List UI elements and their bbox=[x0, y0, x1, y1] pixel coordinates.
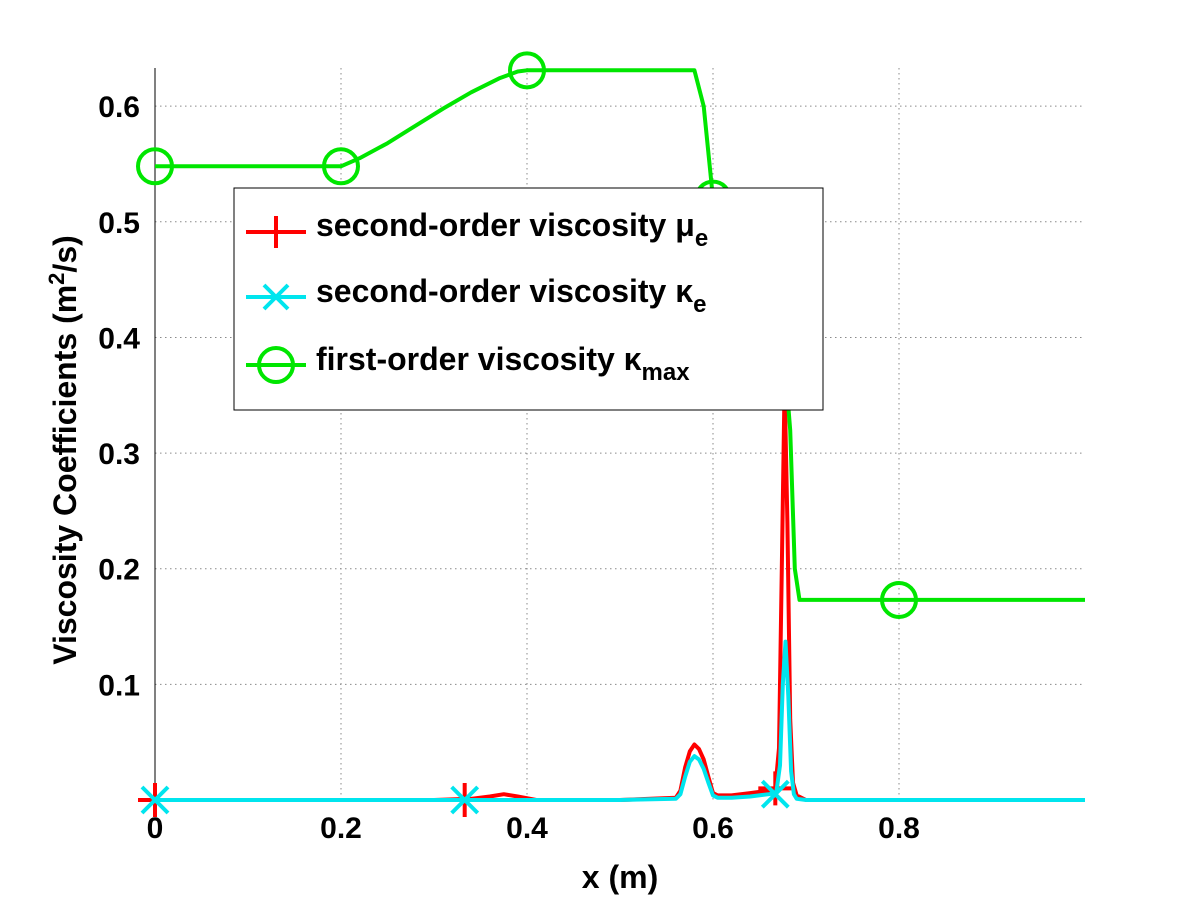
y-axis-label-main: Viscosity Coefficients (m bbox=[47, 285, 83, 665]
y-axis-label: Viscosity Coefficients (m2/s) bbox=[44, 235, 83, 665]
series-line-1 bbox=[155, 639, 1085, 802]
y-tick-label: 0.1 bbox=[98, 669, 140, 702]
legend-label: second-order viscosity μe bbox=[316, 207, 708, 252]
series-lines bbox=[136, 51, 1085, 817]
x-tick-label: 0 bbox=[147, 812, 164, 845]
x-tick-label: 0.4 bbox=[506, 812, 548, 845]
x-marker bbox=[450, 785, 480, 815]
x-marker bbox=[760, 779, 790, 809]
y-axis-label-sup: 2 bbox=[44, 273, 69, 285]
tick-labels: 0 0.2 0.4 0.6 0.8 0.1 0.2 0.3 0.4 0.5 0.6 bbox=[98, 91, 920, 845]
legend-entry-kappa-e: second-order viscosity κe bbox=[246, 273, 706, 318]
legend: second-order viscosity μe second-order v… bbox=[233, 187, 824, 411]
x-marker bbox=[140, 785, 170, 815]
legend-circle-marker-icon bbox=[257, 346, 295, 384]
y-tick-label: 0.5 bbox=[98, 207, 140, 240]
y-tick-label: 0.6 bbox=[98, 91, 140, 124]
legend-box bbox=[233, 187, 824, 411]
legend-plus-marker-icon bbox=[260, 216, 292, 248]
legend-label: first-order viscosity κmax bbox=[316, 341, 690, 386]
series-line-2 bbox=[155, 68, 1085, 602]
y-tick-label: 0.3 bbox=[98, 438, 140, 471]
legend-x-marker-icon bbox=[262, 283, 290, 311]
y-tick-label: 0.4 bbox=[98, 322, 140, 355]
legend-label: second-order viscosity κe bbox=[316, 273, 706, 318]
x-tick-label: 0.2 bbox=[320, 812, 362, 845]
legend-entry-kappa-max: first-order viscosity κmax bbox=[246, 341, 690, 386]
circle-marker bbox=[136, 147, 174, 186]
legend-entry-mu-e: second-order viscosity μe bbox=[246, 207, 708, 252]
grid-lines bbox=[155, 68, 1085, 800]
circle-marker bbox=[880, 580, 918, 619]
x-tick-label: 0.8 bbox=[878, 812, 920, 845]
circle-marker bbox=[322, 147, 360, 186]
x-axis-label: x (m) bbox=[582, 859, 658, 895]
y-axis-label-tail: /s) bbox=[47, 235, 83, 272]
y-tick-label: 0.2 bbox=[98, 554, 140, 587]
series-line-0 bbox=[155, 381, 1085, 802]
x-tick-label: 0.6 bbox=[692, 812, 734, 845]
circle-marker bbox=[508, 51, 546, 90]
